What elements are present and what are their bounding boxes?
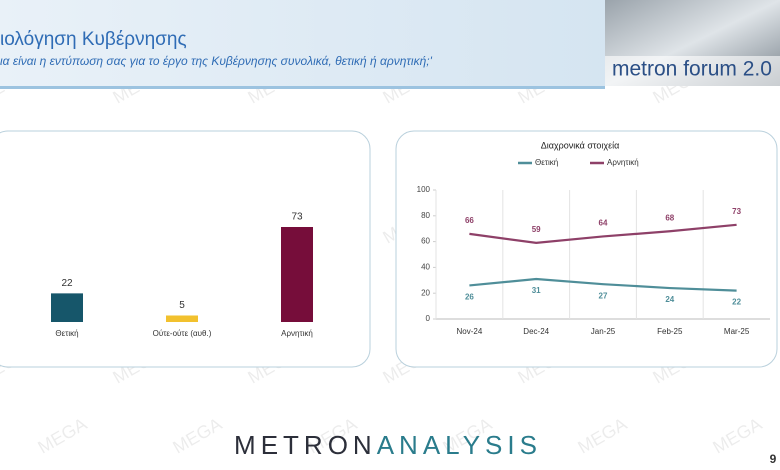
x-tick-label: Dec-24	[523, 327, 549, 336]
x-tick-label: Mar-25	[724, 327, 750, 336]
value-label: 73	[291, 212, 303, 223]
badge: metron forum 2.0	[612, 58, 772, 81]
y-tick-label: 0	[426, 314, 431, 323]
header-rule	[0, 86, 605, 89]
line	[469, 223, 737, 244]
x-tick-label: Θετική	[55, 329, 78, 338]
subtitle: ια είναι η εντύπωση σας για το έργο της …	[0, 54, 433, 68]
value-label: 24	[665, 295, 674, 304]
panel	[0, 130, 371, 368]
value-label: 59	[532, 225, 541, 234]
charts: 22 Θετική 5 Ούτε-ούτε (αυθ.) 73 Αρνητική Διαχρ…	[51, 140, 770, 338]
value-label: 68	[665, 213, 674, 222]
x-tick-label: Ούτε-ούτε (αυθ.)	[153, 329, 212, 338]
value-label: 27	[599, 291, 608, 300]
value-label: 22	[732, 298, 741, 307]
legend-label: Αρνητική	[607, 158, 639, 167]
legend-label: Θετική	[535, 158, 558, 167]
title: ιολόγηση Κυβέρνησης	[0, 29, 187, 50]
brand-b: ANALYSIS	[377, 430, 542, 460]
panel	[395, 130, 778, 368]
brand: METRONANALYSIS	[234, 430, 542, 460]
y-tick-label: 20	[421, 288, 430, 297]
bar	[281, 227, 313, 322]
line	[469, 277, 737, 292]
x-tick-label: Jan-25	[591, 327, 616, 336]
value-label: 31	[532, 286, 541, 295]
x-tick-label: Nov-24	[457, 327, 483, 336]
bar	[51, 293, 83, 322]
value-label: 73	[732, 207, 741, 216]
page-number: 9	[770, 452, 777, 466]
brand-a: METRON	[234, 430, 377, 460]
x-tick-label: Feb-25	[657, 327, 683, 336]
value-label: 5	[179, 300, 185, 311]
badge-strip	[605, 56, 780, 86]
value-label: 66	[465, 216, 474, 225]
value-label: 26	[465, 293, 474, 302]
y-tick-label: 60	[421, 237, 430, 246]
value-label: 22	[61, 278, 73, 289]
y-tick-label: 80	[421, 211, 430, 220]
y-tick-label: 100	[417, 185, 431, 194]
y-tick-label: 40	[421, 263, 430, 272]
chart-title: Διαχρονικά στοιχεία	[541, 140, 620, 150]
bar	[166, 315, 198, 322]
x-tick-label: Αρνητική	[281, 329, 313, 338]
value-label: 64	[599, 219, 608, 228]
